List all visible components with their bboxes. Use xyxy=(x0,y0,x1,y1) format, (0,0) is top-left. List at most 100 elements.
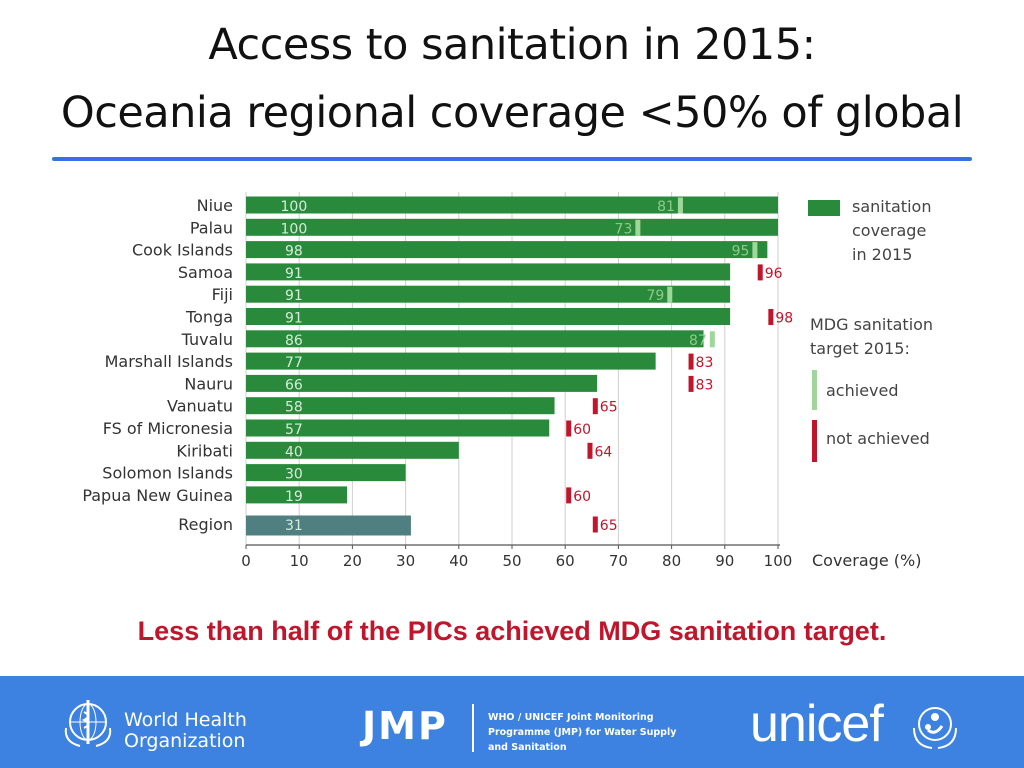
legend-target-title: target 2015: xyxy=(810,339,910,358)
x-tick-label: 30 xyxy=(396,552,415,570)
category-label: Nauru xyxy=(184,374,233,393)
target-marker-not-achieved xyxy=(768,309,774,325)
category-label: Samoa xyxy=(178,263,233,282)
footer-bar: World Health Organization JMP WHO / UNIC… xyxy=(0,676,1024,768)
target-marker-achieved xyxy=(635,219,641,236)
coverage-bar xyxy=(246,218,778,236)
slide-title-line-1: Access to sanitation in 2015: xyxy=(208,20,816,70)
category-label: Solomon Islands xyxy=(102,464,233,483)
target-value-label: 64 xyxy=(594,444,612,460)
target-marker-achieved xyxy=(752,242,758,259)
bar-value-label: 30 xyxy=(285,467,303,483)
x-tick-label: 20 xyxy=(343,552,362,570)
coverage-bar xyxy=(246,263,731,281)
who-emblem-icon xyxy=(64,700,112,747)
category-label: Kiribati xyxy=(176,441,233,460)
target-value-label: 96 xyxy=(765,266,783,282)
bar-value-label: 86 xyxy=(285,333,303,349)
target-marker-not-achieved xyxy=(592,516,598,533)
x-tick-label: 0 xyxy=(241,552,251,570)
coverage-bar xyxy=(246,419,550,437)
coverage-bar xyxy=(246,285,731,303)
category-label: Region xyxy=(178,515,233,534)
legend-bar-label: coverage xyxy=(852,221,926,240)
category-label: Papua New Guinea xyxy=(82,486,233,505)
target-value-label: 98 xyxy=(775,311,793,327)
target-value-label: 60 xyxy=(573,422,591,438)
category-label: Vanuatu xyxy=(167,397,233,416)
target-marker-achieved xyxy=(667,286,673,303)
category-label: Marshall Islands xyxy=(105,352,233,371)
target-marker-not-achieved xyxy=(757,264,763,281)
x-tick-label: 90 xyxy=(715,552,734,570)
category-label: Niue xyxy=(197,196,233,215)
coverage-bar xyxy=(246,515,411,536)
target-value-label: 79 xyxy=(646,288,664,304)
legend-bar-label: sanitation xyxy=(852,197,931,216)
target-marker-not-achieved xyxy=(688,353,694,370)
target-value-label: 87 xyxy=(689,333,707,349)
slide-caption: Less than half of the PICs achieved MDG … xyxy=(137,616,887,646)
bar-value-label: 19 xyxy=(285,489,303,505)
coverage-bar xyxy=(246,196,778,214)
bar-value-label: 91 xyxy=(285,266,303,282)
target-marker-not-achieved xyxy=(566,420,572,437)
coverage-bar xyxy=(246,308,731,325)
category-label: Tuvalu xyxy=(181,330,233,349)
x-tick-label: 100 xyxy=(764,552,793,570)
target-marker-achieved xyxy=(709,331,715,348)
legend-not-achieved-swatch xyxy=(812,420,817,462)
target-marker-not-achieved xyxy=(566,487,572,504)
target-value-label: 65 xyxy=(600,518,618,534)
x-tick-label: 60 xyxy=(556,552,575,570)
coverage-bar-chart: 0 10 20 30 40 50 60 70 80 90 100 Coverage (%) Niue 10… xyxy=(82,192,933,570)
target-marker-not-achieved xyxy=(592,398,598,415)
x-tick-label: 50 xyxy=(502,552,521,570)
bar-value-label: 77 xyxy=(285,355,303,371)
legend-achieved-label: achieved xyxy=(826,381,899,400)
title-divider xyxy=(52,157,972,161)
x-tick-label: 70 xyxy=(609,552,628,570)
coverage-bar xyxy=(246,352,656,370)
x-tick-label: 40 xyxy=(449,552,468,570)
legend-target-title: MDG sanitation xyxy=(810,315,933,334)
coverage-bar xyxy=(246,397,555,415)
coverage-bar xyxy=(246,464,406,482)
x-tick-label: 80 xyxy=(662,552,681,570)
bar-value-label: 100 xyxy=(281,221,308,237)
bar-value-label: 100 xyxy=(281,199,308,215)
slide-title-line-2: Oceania regional coverage <50% of global xyxy=(60,88,964,138)
coverage-bar xyxy=(246,441,459,459)
target-value-label: 83 xyxy=(696,355,714,371)
target-value-label: 83 xyxy=(696,377,714,393)
target-value-label: 60 xyxy=(573,489,591,505)
bar-value-label: 58 xyxy=(285,400,303,416)
category-label: Cook Islands xyxy=(132,241,233,260)
bar-value-label: 91 xyxy=(285,288,303,304)
who-logo-text: World Health Organization xyxy=(124,709,247,752)
category-label: Fiji xyxy=(212,285,233,304)
target-marker-not-achieved xyxy=(688,375,694,392)
bar-value-label: 40 xyxy=(285,444,303,460)
unicef-emblem-icon xyxy=(913,707,957,749)
legend-not-achieved-label: not achieved xyxy=(826,429,930,448)
bar-value-label: 31 xyxy=(285,518,303,534)
jmp-logo-text: WHO / UNICEF Joint Monitoring Programme … xyxy=(488,712,677,753)
category-label: Palau xyxy=(190,218,233,237)
legend-bar-label: in 2015 xyxy=(852,245,912,264)
unicef-logo-text: unicef xyxy=(750,695,884,753)
coverage-bar xyxy=(246,241,768,259)
x-tick-label: 10 xyxy=(290,552,309,570)
coverage-bar xyxy=(246,486,348,504)
bar-value-label: 98 xyxy=(285,244,303,260)
legend-achieved-swatch xyxy=(812,370,817,410)
target-value-label: 65 xyxy=(600,400,618,416)
category-label: Tonga xyxy=(185,308,233,327)
coverage-bar xyxy=(246,374,598,392)
jmp-logo: JMP xyxy=(362,704,448,748)
bar-value-label: 66 xyxy=(285,377,303,393)
target-value-label: 95 xyxy=(732,244,750,260)
target-value-label: 73 xyxy=(615,221,633,237)
coverage-bar xyxy=(246,330,704,348)
target-marker-achieved xyxy=(677,197,683,214)
